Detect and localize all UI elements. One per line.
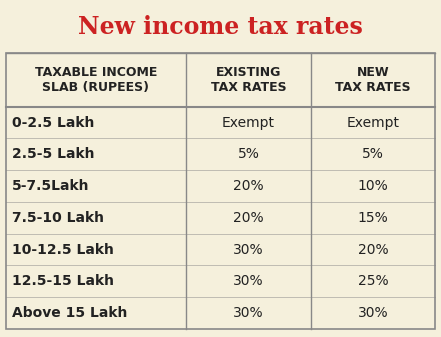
Text: 20%: 20% (233, 179, 264, 193)
Text: 10-12.5 Lakh: 10-12.5 Lakh (12, 243, 114, 256)
Text: 30%: 30% (233, 274, 264, 288)
Text: 20%: 20% (358, 243, 388, 256)
Text: 30%: 30% (358, 306, 388, 320)
Text: EXISTING
TAX RATES: EXISTING TAX RATES (211, 66, 286, 94)
Text: 15%: 15% (358, 211, 389, 225)
Text: 12.5-15 Lakh: 12.5-15 Lakh (12, 274, 114, 288)
Text: 25%: 25% (358, 274, 388, 288)
Text: 5-7.5Lakh: 5-7.5Lakh (12, 179, 90, 193)
Bar (6, 53, 435, 329)
Text: Exempt: Exempt (222, 116, 275, 129)
Text: 5%: 5% (237, 147, 259, 161)
Text: Above 15 Lakh: Above 15 Lakh (12, 306, 128, 320)
Text: 30%: 30% (233, 243, 264, 256)
Text: 10%: 10% (358, 179, 389, 193)
Text: New income tax rates: New income tax rates (78, 15, 363, 39)
Text: TAXABLE INCOME
SLAB (RUPEES): TAXABLE INCOME SLAB (RUPEES) (35, 66, 157, 94)
Text: NEW
TAX RATES: NEW TAX RATES (335, 66, 411, 94)
Text: 2.5-5 Lakh: 2.5-5 Lakh (12, 147, 95, 161)
Text: 5%: 5% (362, 147, 384, 161)
Text: Exempt: Exempt (347, 116, 400, 129)
Text: 20%: 20% (233, 211, 264, 225)
Text: 0-2.5 Lakh: 0-2.5 Lakh (12, 116, 95, 129)
Text: 7.5-10 Lakh: 7.5-10 Lakh (12, 211, 105, 225)
Text: 30%: 30% (233, 306, 264, 320)
